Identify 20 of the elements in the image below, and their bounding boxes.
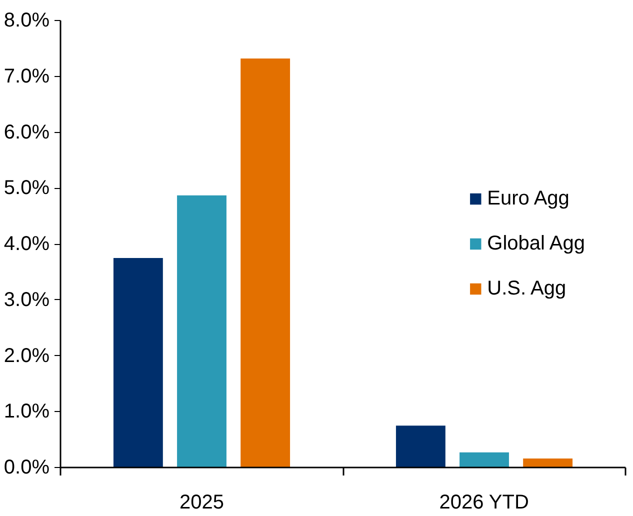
y-tick-label: 5.0% [4,177,50,200]
y-tick-label: 1.0% [4,400,50,423]
legend-label: U.S. Agg [487,277,566,300]
y-tick-label: 8.0% [4,10,50,32]
bar [240,58,290,468]
x-tick-label: 2025 [180,492,224,514]
x-tick-label: 2026 YTD [439,492,529,514]
y-tick-label: 7.0% [4,65,50,88]
y-tick-label: 3.0% [4,288,50,311]
y-tick-label: 0.0% [4,456,50,478]
bar [396,426,446,468]
bar [113,258,163,468]
y-tick-label: 4.0% [4,233,50,255]
y-tick-label: 6.0% [4,121,50,144]
legend-label: Euro Agg [487,187,570,210]
bar [523,458,573,468]
legend-label: Global Agg [487,232,585,255]
bar [460,452,509,468]
y-tick-label: 2.0% [4,344,50,367]
bar [177,195,226,468]
